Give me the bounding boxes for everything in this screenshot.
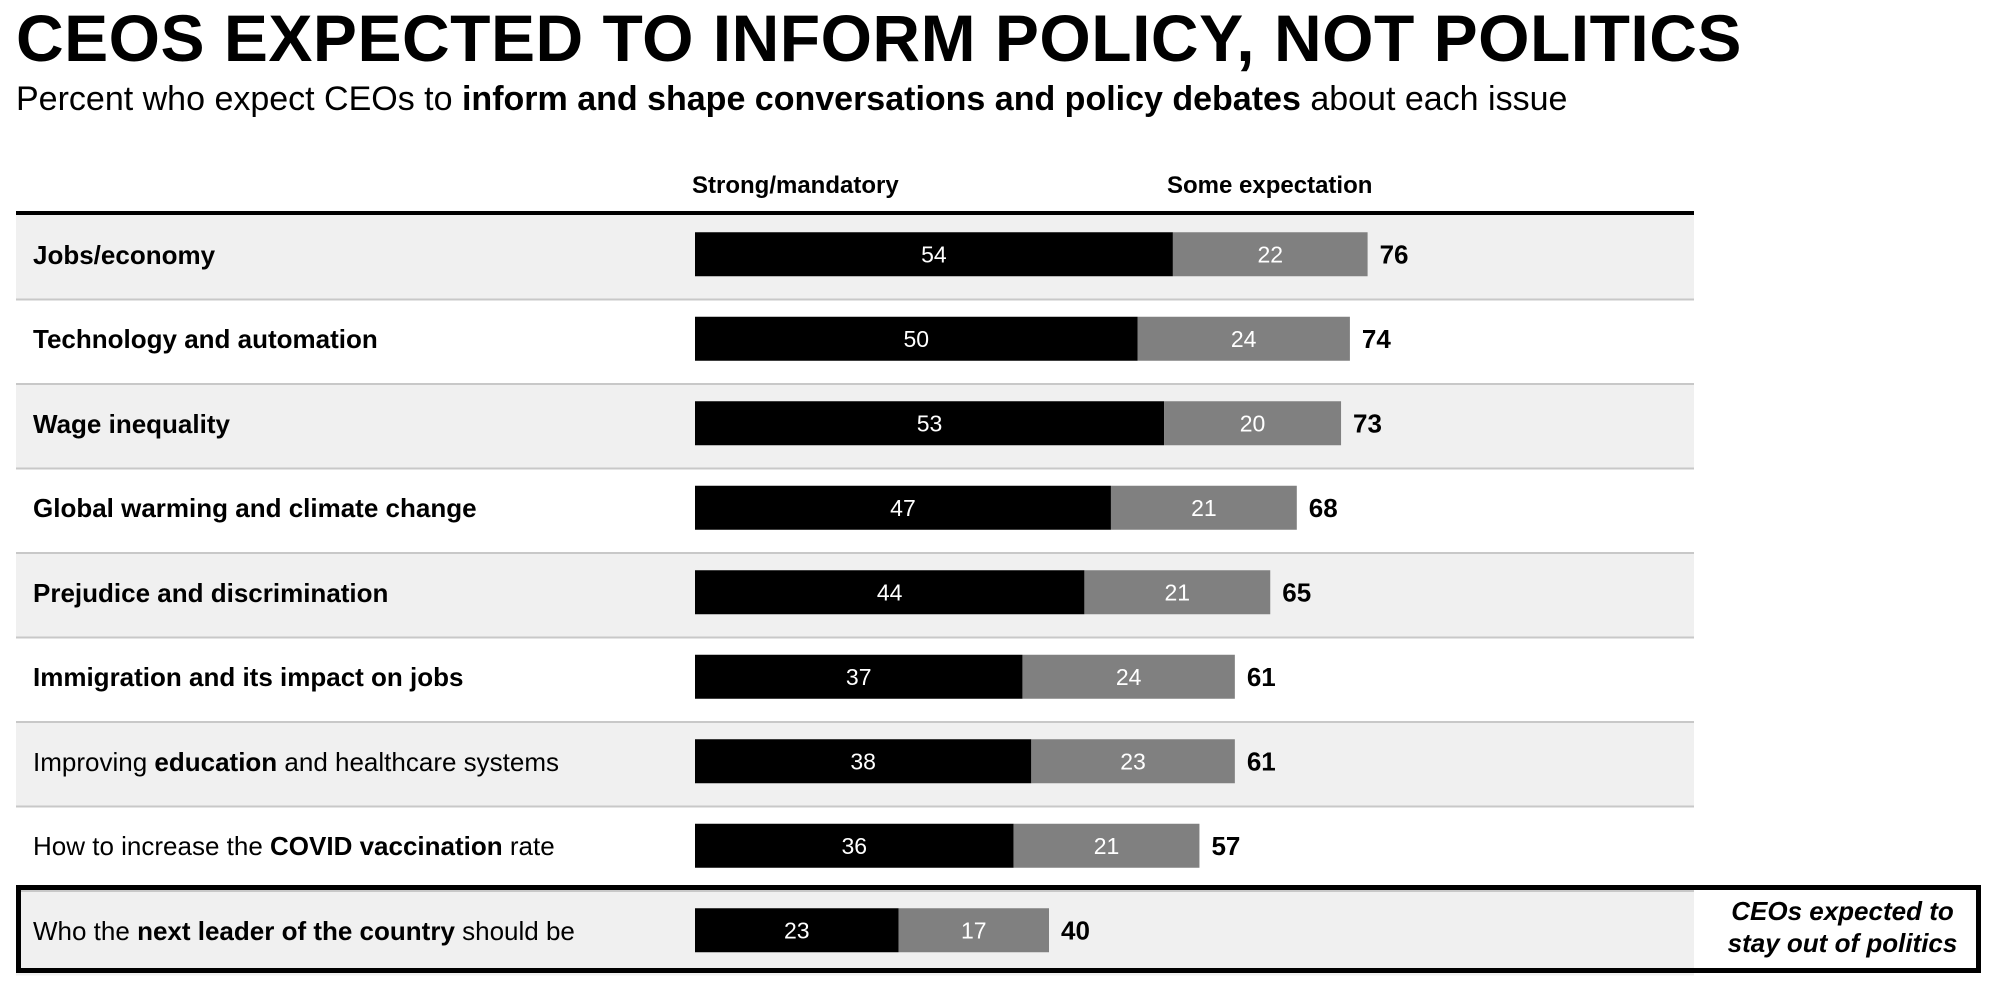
callout-line-1: CEOs expected to <box>1731 896 1954 926</box>
data-label-total: 40 <box>1061 915 1090 945</box>
data-label-total: 61 <box>1247 662 1276 692</box>
category-label-pre: Who the <box>33 915 138 946</box>
bar-strong-mandatory <box>695 570 1085 615</box>
data-label-some: 20 <box>1240 410 1266 436</box>
category-label-bold: Wage inequality <box>33 408 230 439</box>
category-label: Prejudice and discrimination <box>33 551 388 635</box>
category-label-post: rate <box>502 831 555 861</box>
data-label-total: 76 <box>1380 239 1409 269</box>
category-label-pre: How to increase the <box>33 831 271 861</box>
bar-some-expectation <box>1172 232 1368 277</box>
category-label: Improving education and healthcare syste… <box>33 720 559 804</box>
data-label-some: 23 <box>1120 748 1146 774</box>
bar-strong-mandatory <box>695 823 1014 868</box>
bar-strong-mandatory <box>695 485 1111 530</box>
category-label-post: should be <box>454 915 575 946</box>
category-label-post: and healthcare systems <box>277 746 559 777</box>
category-label-bold: COVID vaccination <box>270 831 503 861</box>
data-label-some: 21 <box>1094 833 1120 859</box>
header-rule <box>16 211 1694 215</box>
data-label-some: 24 <box>1231 326 1257 352</box>
category-label-bold: Prejudice and discrimination <box>33 577 389 608</box>
data-label-some: 24 <box>1116 664 1142 690</box>
category-label: Wage inequality <box>33 382 230 466</box>
bar-some-expectation <box>1164 401 1342 446</box>
bar-strong-mandatory <box>695 401 1165 446</box>
data-label-total: 74 <box>1362 324 1391 354</box>
data-label-strong: 23 <box>784 917 810 943</box>
category-label-bold: Immigration and its impact on jobs <box>33 662 464 692</box>
bar-some-expectation <box>1137 316 1350 361</box>
bar-some-expectation <box>898 908 1049 953</box>
category-label: How to increase the COVID vaccination ra… <box>33 805 555 889</box>
politics-highlight-box <box>16 885 1981 973</box>
data-label-total: 57 <box>1211 831 1240 861</box>
data-label-strong: 36 <box>842 833 868 859</box>
data-label-some: 22 <box>1257 241 1283 267</box>
category-label-bold: education <box>154 746 278 777</box>
chart-subtitle: Percent who expect CEOs to inform and sh… <box>16 80 1567 119</box>
category-label-pre: Improving <box>33 746 155 777</box>
bar-some-expectation <box>1013 823 1200 868</box>
data-label-total: 61 <box>1247 746 1276 776</box>
subtitle-bold: inform and shape conversations and polic… <box>461 80 1301 118</box>
subtitle-post: about each issue <box>1300 80 1568 118</box>
bar-some-expectation <box>1031 739 1235 784</box>
data-label-some: 21 <box>1165 579 1191 605</box>
bar-strong-mandatory <box>695 908 899 953</box>
bar-strong-mandatory <box>695 316 1138 361</box>
category-label: Technology and automation <box>33 298 378 382</box>
data-label-total: 73 <box>1353 408 1382 438</box>
data-label-total: 68 <box>1309 493 1338 523</box>
legend-strong-mandatory: Strong/mandatory <box>692 172 899 199</box>
bar-strong-mandatory <box>695 654 1023 699</box>
category-label: Jobs/economy <box>33 213 215 297</box>
chart-title: CEOS EXPECTED TO INFORM POLICY, NOT POLI… <box>16 1 1742 75</box>
category-label-bold: Jobs/economy <box>33 239 216 270</box>
category-label-bold: next leader of the country <box>137 915 455 946</box>
data-label-some: 21 <box>1191 495 1217 521</box>
bar-some-expectation <box>1110 485 1297 530</box>
bar-strong-mandatory <box>695 232 1173 277</box>
callout-line-2: stay out of politics <box>1727 928 1958 958</box>
data-label-strong: 37 <box>846 664 872 690</box>
category-label: Who the next leader of the country shoul… <box>33 889 575 973</box>
data-label-strong: 54 <box>921 241 947 267</box>
subtitle-pre: Percent who expect CEOs to <box>16 80 462 118</box>
politics-callout: CEOs expected to stay out of politics <box>1710 895 1975 959</box>
data-label-strong: 50 <box>903 326 929 352</box>
category-label: Immigration and its impact on jobs <box>33 636 464 720</box>
legend-some-expectation: Some expectation <box>1167 172 1373 199</box>
bar-some-expectation <box>1022 654 1235 699</box>
bar-strong-mandatory <box>695 739 1032 784</box>
data-label-strong: 38 <box>850 748 876 774</box>
data-label-some: 17 <box>961 917 987 943</box>
category-label: Global warming and climate change <box>33 467 477 551</box>
category-label-bold: Technology and automation <box>33 324 378 354</box>
category-label-bold: Global warming and climate change <box>33 493 477 523</box>
data-label-strong: 53 <box>917 410 943 436</box>
data-label-strong: 44 <box>877 579 903 605</box>
data-label-total: 65 <box>1282 577 1311 607</box>
data-label-strong: 47 <box>890 495 916 521</box>
bar-some-expectation <box>1084 570 1271 615</box>
